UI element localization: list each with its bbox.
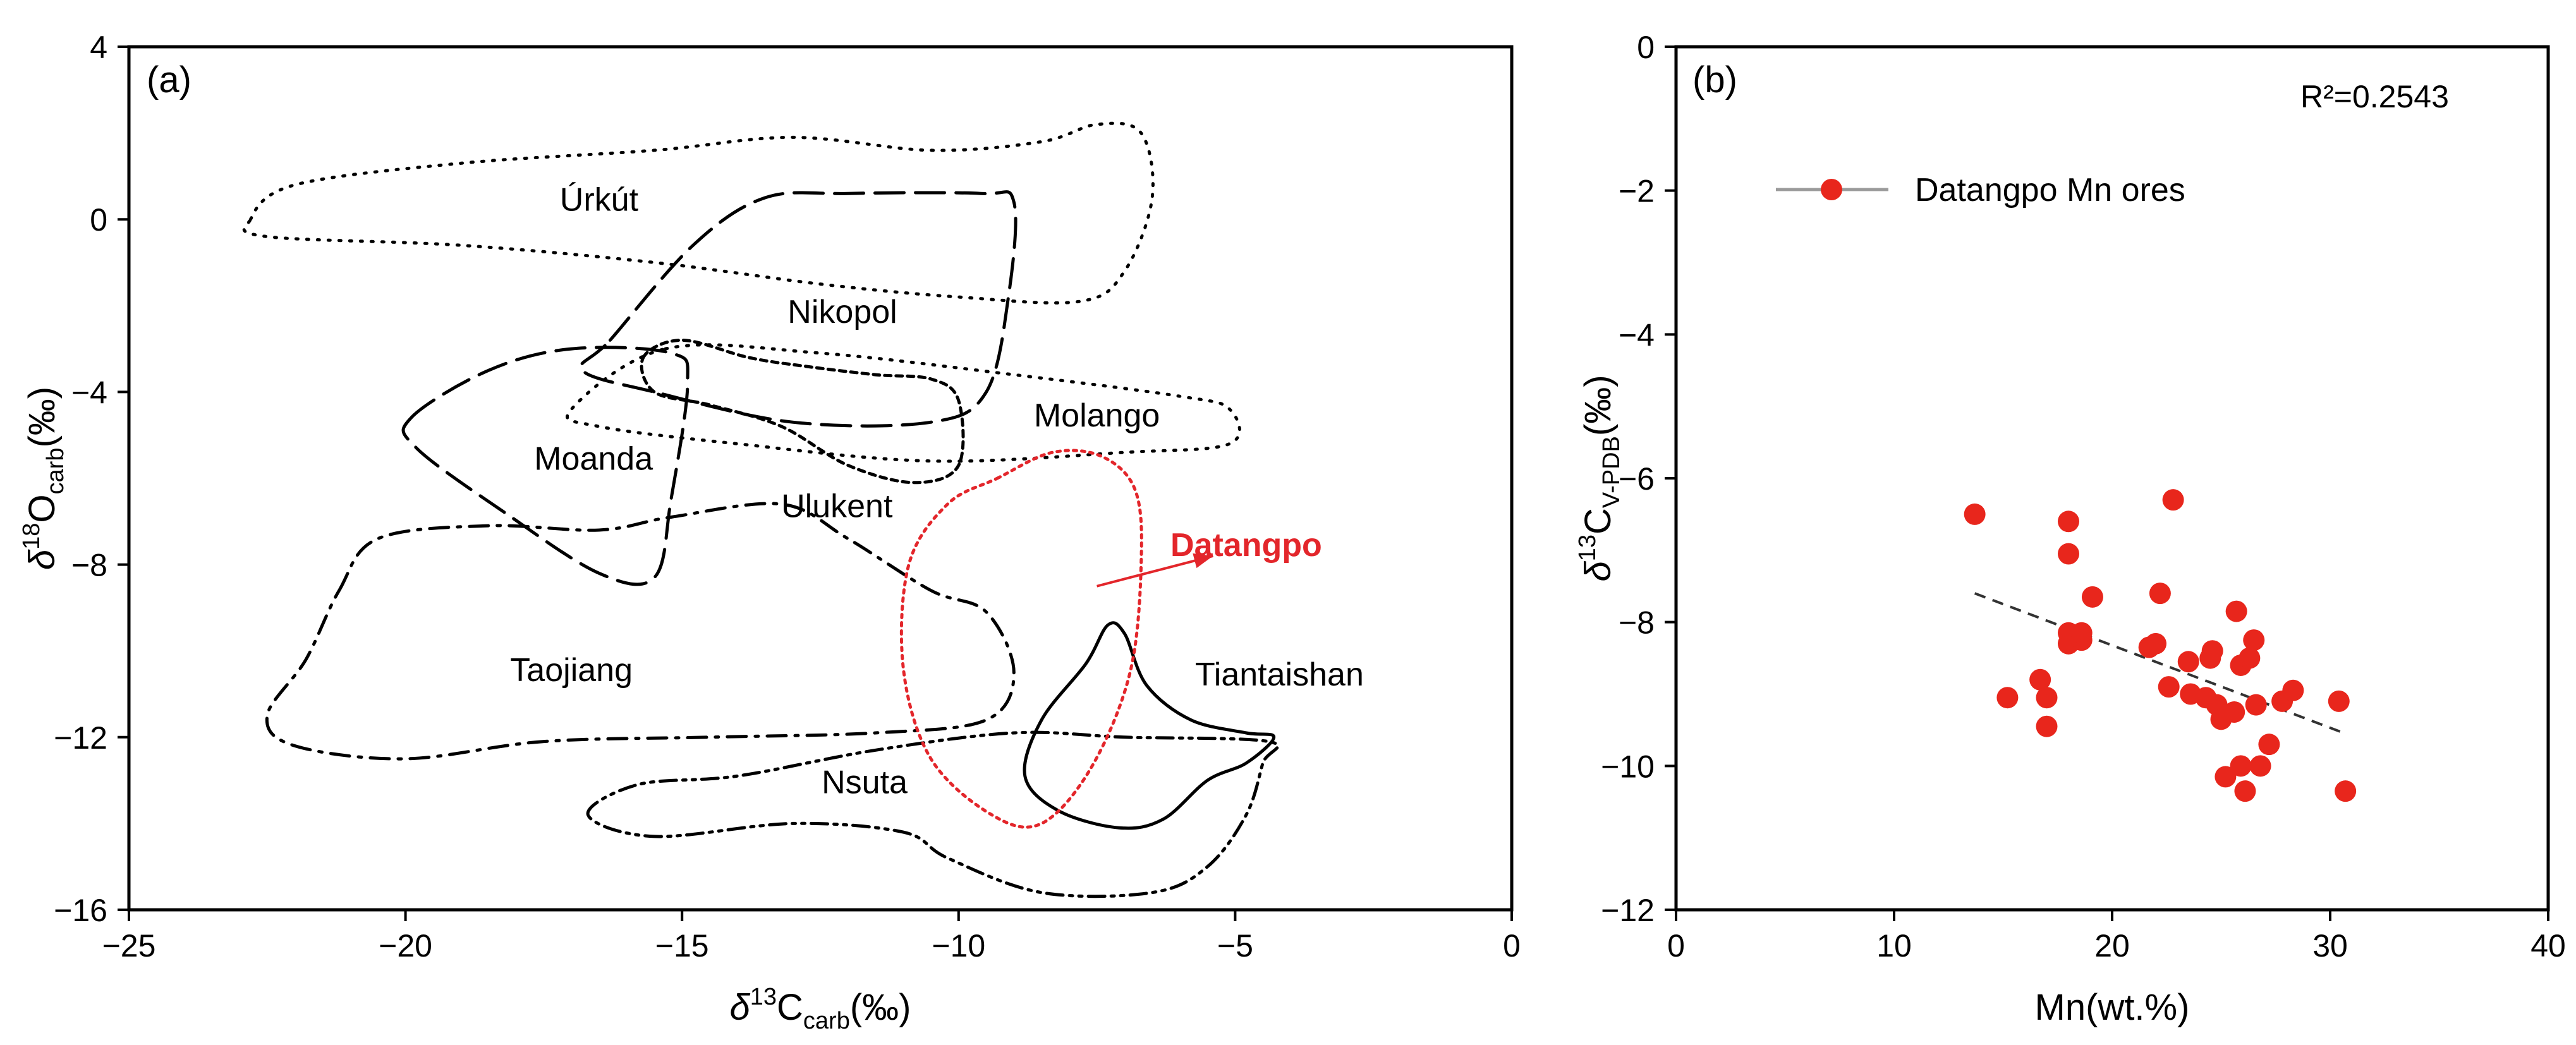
y-tick-label-b: −6 <box>1619 461 1655 497</box>
region-outline-nsuta <box>586 730 1280 898</box>
data-point <box>2070 622 2093 644</box>
x-tick-label-b: 30 <box>2312 928 2348 963</box>
scatter-points <box>1964 489 2357 802</box>
x-axis-ticks-a: −25 −20 −15 −10 −5 0 <box>102 910 1521 963</box>
arrow-shaft <box>1097 555 1213 588</box>
region-label-datangpo: Datangpo <box>1170 527 1322 564</box>
data-point <box>2036 715 2058 737</box>
y-tick-label-a: 0 <box>90 202 107 238</box>
region-outline-taojiang <box>265 502 1016 761</box>
data-point <box>2177 651 2199 673</box>
data-point <box>2158 676 2180 698</box>
data-point <box>2328 690 2350 712</box>
data-point <box>2081 586 2103 608</box>
region-label-tiantaishan: Tiantaishan <box>1195 656 1364 693</box>
data-point <box>2239 647 2261 669</box>
data-point <box>2145 632 2166 655</box>
datangpo-arrow <box>1097 553 1213 588</box>
y-tick-label-b: −4 <box>1619 317 1655 353</box>
x-tick-label-b: 0 <box>1667 928 1685 963</box>
x-tick-label-a: −5 <box>1217 928 1253 963</box>
y-tick-label-b: 0 <box>1637 30 1655 65</box>
data-point <box>2335 780 2357 802</box>
data-point <box>2249 755 2271 777</box>
y-tick-label-b: −8 <box>1619 605 1655 641</box>
data-point <box>2230 755 2252 777</box>
panel-b: 0 10 20 30 40 0−2−4−6−8−10−12 (b) R²=0.2543 … <box>1574 30 2566 1028</box>
y-tick-label-a: −12 <box>54 720 107 756</box>
r-squared-annotation: R²=0.2543 <box>2300 79 2449 114</box>
data-point <box>2243 629 2265 651</box>
region-outline-molango <box>566 343 1241 463</box>
legend-marker <box>1821 179 1842 200</box>
data-point <box>2058 510 2079 533</box>
x-axis-ticks-b: 0 10 20 30 40 <box>1667 910 2566 963</box>
y-tick-label-a: −4 <box>71 375 107 410</box>
data-point <box>2201 640 2223 662</box>
y-axis-ticks-b: 0 −2 −4 −6 −8 −10 −12 <box>1601 30 1676 928</box>
y-tick-label-b: −2 <box>1619 174 1655 209</box>
y-tick-label-a: −16 <box>54 893 107 928</box>
region-label-taojiang: Taojiang <box>510 652 633 689</box>
y-tick-label-b: −10 <box>1601 749 1655 784</box>
x-tick-label-b: 20 <box>2094 928 2130 963</box>
data-point <box>2282 679 2304 701</box>
region-label-moanda: Moanda <box>534 440 653 477</box>
region-outline-nikopol <box>579 190 1018 428</box>
data-point <box>2225 600 2247 622</box>
region-outlines <box>242 121 1280 898</box>
region-outline-ulukent <box>640 338 965 485</box>
legend-label: Datangpo Mn ores <box>1915 172 2185 208</box>
data-point <box>2149 583 2171 605</box>
region-label-ulukent: Ulukent <box>781 488 893 524</box>
data-point <box>1964 503 1986 525</box>
panel-a: −25 −20 −15 −10 −5 0 4 0 −4 −8 −12 −16 Úrkút Nikopo… <box>18 30 1521 1034</box>
x-tick-label-a: −15 <box>655 928 709 963</box>
x-axis-title-a: δ13Ccarb(‰) <box>730 984 911 1034</box>
y-tick-label-a: −8 <box>71 548 107 583</box>
data-point <box>1996 687 2019 709</box>
y-tick-label-a: 4 <box>90 30 107 65</box>
data-point <box>2058 543 2079 565</box>
region-label-urkut: Úrkút <box>560 182 639 219</box>
x-axis-title-b: Mn(wt.%) <box>2035 987 2190 1028</box>
y-axis-title-b: δ13CV-PDB(‰) <box>1574 375 1625 581</box>
x-tick-label-a: −25 <box>102 928 156 963</box>
data-point <box>2258 734 2280 756</box>
data-point <box>2223 701 2245 723</box>
region-label-molango: Molango <box>1034 397 1160 434</box>
y-axis-title-a: δ18Ocarb(‰) <box>18 387 69 570</box>
x-tick-label-a: 0 <box>1503 928 1521 963</box>
plot-frame-a <box>127 45 1514 912</box>
data-point <box>2036 687 2058 709</box>
region-outline-urkut <box>242 121 1155 305</box>
data-point <box>2029 668 2051 691</box>
panel-label-b: (b) <box>1692 59 1737 100</box>
region-label-nsuta: Nsuta <box>822 764 908 801</box>
panel-label-a: (a) <box>147 59 191 100</box>
region-outline-moanda <box>401 346 690 586</box>
data-point <box>2215 766 2237 788</box>
region-outline-datangpo <box>899 449 1143 829</box>
data-point <box>2234 780 2256 802</box>
fit-line <box>1974 592 2346 735</box>
data-point <box>2162 489 2184 511</box>
region-label-nikopol: Nikopol <box>787 294 897 330</box>
region-labels: Úrkút Nikopol Molango Moanda Ulukent Taojiang… <box>510 182 1364 801</box>
y-tick-label-b: −12 <box>1601 893 1655 928</box>
x-tick-label-a: −20 <box>379 928 432 963</box>
legend: Datangpo Mn ores <box>1776 172 2185 208</box>
x-tick-label-b: 10 <box>1876 928 1912 963</box>
arrow-head <box>1193 553 1213 569</box>
data-point <box>2245 694 2267 716</box>
y-axis-ticks-a: 4 0 −4 −8 −12 −16 <box>54 30 129 928</box>
region-outline-tiantaishan <box>1023 621 1276 830</box>
x-tick-label-b: 40 <box>2530 928 2566 963</box>
x-tick-label-a: −10 <box>932 928 985 963</box>
